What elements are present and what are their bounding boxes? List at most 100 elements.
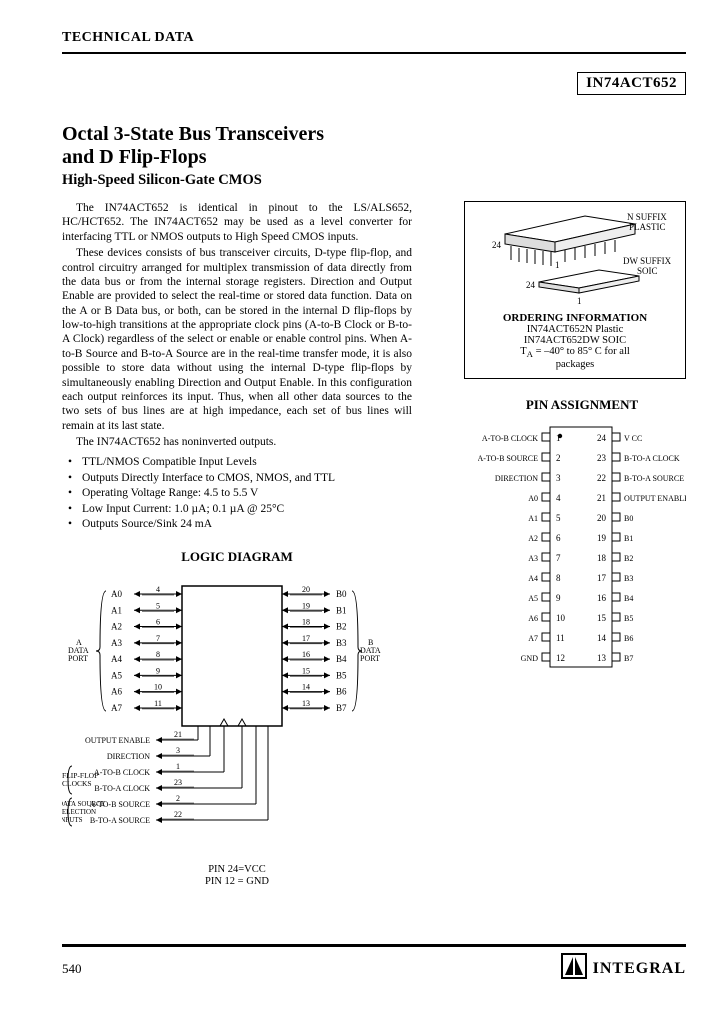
svg-text:7: 7 [556,553,561,563]
svg-text:B3: B3 [336,637,347,647]
header-rule [62,52,686,54]
logo-icon [561,953,587,984]
svg-text:18: 18 [597,553,607,563]
svg-text:A5: A5 [528,594,538,603]
ordering-line1: IN74ACT652N Plastic [471,324,679,335]
svg-text:13: 13 [597,653,607,663]
svg-text:3: 3 [556,473,561,483]
svg-text:B0: B0 [336,589,347,599]
para-3: The IN74ACT652 has noninverted outputs. [62,435,412,449]
svg-text:6: 6 [156,617,160,626]
svg-text:21: 21 [597,493,606,503]
svg-text:4: 4 [156,585,160,594]
svg-text:CLOCKS: CLOCKS [62,779,92,788]
svg-text:V CC: V CC [624,434,642,443]
svg-text:PORT: PORT [68,653,88,662]
svg-text:22: 22 [174,810,182,819]
svg-text:B2: B2 [336,621,347,631]
feature-item: Outputs Directly Interface to CMOS, NMOS… [68,471,412,485]
svg-text:B6: B6 [336,686,347,696]
svg-text:14: 14 [597,633,607,643]
svg-text:A3: A3 [111,637,122,647]
svg-text:2: 2 [176,794,180,803]
svg-text:PLASTIC: PLASTIC [629,222,666,232]
svg-text:A4: A4 [528,574,538,583]
para-2: These devices consists of bus transceive… [62,246,412,433]
feature-item: Outputs Source/Sink 24 mA [68,517,412,531]
svg-text:5: 5 [156,601,160,610]
svg-text:11: 11 [154,698,162,707]
svg-text:B7: B7 [624,654,633,663]
svg-text:B4: B4 [624,594,633,603]
ordering-line3: TA = –40° to 85° C for all [471,346,679,359]
svg-text:8: 8 [556,573,561,583]
header-label: TECHNICAL DATA [62,30,686,46]
svg-text:DW SUFFIX: DW SUFFIX [623,256,672,266]
svg-text:19: 19 [302,601,310,610]
svg-text:23: 23 [597,453,607,463]
svg-text:4: 4 [556,493,561,503]
pin-note-gnd: PIN 12 = GND [205,876,269,887]
svg-text:B4: B4 [336,654,347,664]
package-box: 24 1 N SUFFIX PLASTIC 24 1 [464,201,686,379]
svg-text:A5: A5 [111,670,122,680]
svg-text:20: 20 [597,513,607,523]
svg-text:8: 8 [156,650,160,659]
title-line2: and D Flip-Flops [62,146,686,169]
svg-text:DATA SOURCE: DATA SOURCE [62,800,105,808]
svg-text:9: 9 [156,666,160,675]
pin-assignment-title: PIN ASSIGNMENT [478,397,686,413]
svg-text:5: 5 [556,513,561,523]
svg-text:B5: B5 [624,614,633,623]
feature-item: Operating Voltage Range: 4.5 to 5.5 V [68,486,412,500]
svg-text:20: 20 [302,585,310,594]
svg-text:B3: B3 [624,574,633,583]
svg-text:A1: A1 [111,605,122,615]
svg-text:1: 1 [176,762,180,771]
feature-item: Low Input Current: 1.0 µA; 0.1 µA @ 25°C [68,502,412,516]
svg-text:19: 19 [597,533,607,543]
svg-text:12: 12 [556,653,565,663]
svg-text:A7: A7 [528,634,538,643]
title-subtitle: High-Speed Silicon-Gate CMOS [62,172,686,189]
svg-text:1: 1 [556,433,561,443]
svg-text:B-TO-A CLOCK: B-TO-A CLOCK [94,784,150,793]
svg-text:16: 16 [597,593,607,603]
svg-text:B7: B7 [336,702,347,712]
svg-text:A7: A7 [111,702,122,712]
svg-text:13: 13 [302,698,310,707]
svg-text:INPUTS: INPUTS [62,816,83,824]
svg-text:B1: B1 [624,534,633,543]
svg-text:24: 24 [526,280,536,290]
svg-text:11: 11 [556,633,565,643]
svg-text:PORT: PORT [360,653,380,662]
svg-text:B0: B0 [624,514,633,523]
svg-text:2: 2 [556,453,561,463]
svg-text:A-TO-B CLOCK: A-TO-B CLOCK [482,434,538,443]
svg-text:A-TO-B CLOCK: A-TO-B CLOCK [94,768,150,777]
svg-text:3: 3 [176,746,180,755]
svg-text:N SUFFIX: N SUFFIX [627,212,667,222]
svg-text:1: 1 [555,260,560,270]
svg-text:GND: GND [521,654,539,663]
svg-text:15: 15 [302,666,310,675]
svg-text:24: 24 [597,433,607,443]
svg-text:OUTPUT ENABLE: OUTPUT ENABLE [85,736,150,745]
svg-text:A6: A6 [528,614,538,623]
svg-text:6: 6 [556,533,561,543]
svg-text:A1: A1 [528,514,538,523]
svg-text:23: 23 [174,778,182,787]
svg-text:24: 24 [492,240,502,250]
svg-text:A2: A2 [528,534,538,543]
svg-text:B5: B5 [336,670,347,680]
svg-text:A3: A3 [528,554,538,563]
ordering-info-head: ORDERING INFORMATION [471,312,679,324]
svg-text:A6: A6 [111,686,122,696]
logic-diagram-title: LOGIC DIAGRAM [62,549,412,565]
svg-text:15: 15 [597,613,607,623]
svg-text:A0: A0 [528,494,538,503]
svg-text:7: 7 [156,633,160,642]
pin-note-vcc: PIN 24=VCC [208,864,266,875]
svg-text:A2: A2 [111,621,122,631]
ordering-line2: IN74ACT652DW SOIC [471,335,679,346]
